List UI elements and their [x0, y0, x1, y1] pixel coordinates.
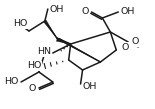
Text: O: O [121, 43, 129, 51]
Text: OH: OH [50, 5, 64, 14]
Polygon shape [56, 39, 71, 44]
Text: HO: HO [4, 77, 18, 85]
Polygon shape [58, 38, 100, 62]
Text: OH: OH [120, 8, 135, 16]
Text: O: O [131, 37, 139, 47]
Text: O: O [29, 83, 36, 93]
Polygon shape [44, 20, 57, 38]
Text: HO: HO [13, 20, 27, 28]
Text: HN: HN [37, 48, 51, 56]
Text: O: O [81, 8, 89, 16]
Text: OH: OH [83, 82, 97, 90]
Text: HO: HO [27, 61, 42, 71]
